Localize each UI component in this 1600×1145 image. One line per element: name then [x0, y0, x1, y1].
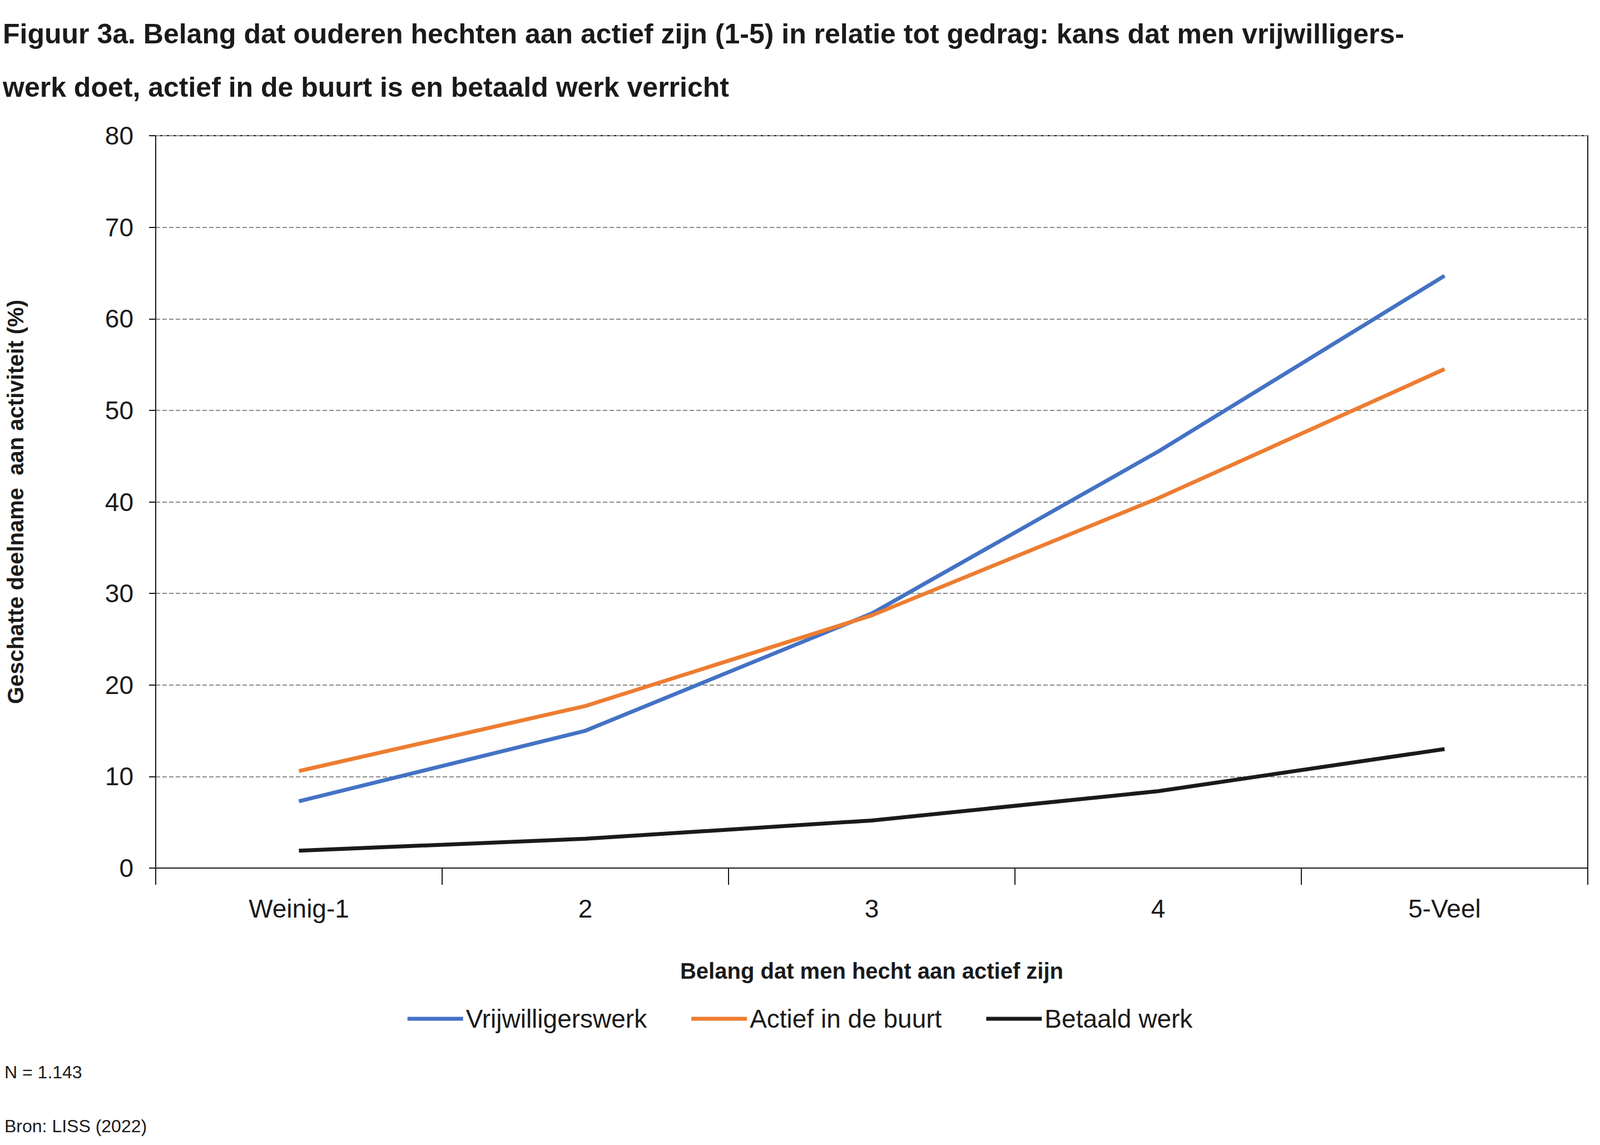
- svg-text:5-Veel: 5-Veel: [1408, 894, 1481, 924]
- svg-text:40: 40: [105, 487, 134, 517]
- svg-text:2: 2: [578, 894, 593, 924]
- svg-text:Geschatte deelname aan activi: Geschatte deelname aan activiteit (%): [3, 299, 28, 705]
- svg-text:20: 20: [105, 670, 134, 700]
- svg-text:50: 50: [105, 395, 134, 425]
- svg-text:Belang dat ouderen hechten aan: Belang dat ouderen hechten aan actief zi…: [135, 18, 1405, 50]
- svg-text:Weinig-1: Weinig-1: [248, 894, 350, 924]
- svg-text:30: 30: [105, 578, 134, 608]
- svg-text:Betaald werk: Betaald werk: [1044, 1004, 1193, 1034]
- svg-text:4: 4: [1151, 894, 1166, 924]
- svg-text:Actief in de buurt: Actief in de buurt: [749, 1004, 942, 1034]
- svg-text:0: 0: [119, 853, 134, 883]
- svg-text:Belang dat men hecht aan actie: Belang dat men hecht aan actief zijn: [680, 958, 1064, 984]
- svg-text:3: 3: [864, 894, 880, 924]
- svg-text:Bron: LISS (2022): Bron: LISS (2022): [4, 1116, 147, 1137]
- svg-text:werk doet, actief in de buurt: werk doet, actief in de buurt is en beta…: [2, 71, 730, 103]
- svg-text:60: 60: [105, 304, 134, 334]
- svg-text:70: 70: [105, 212, 134, 242]
- svg-text:10: 10: [105, 761, 134, 791]
- svg-text:Vrijwilligerswerk: Vrijwilligerswerk: [466, 1004, 648, 1034]
- svg-text:N = 1.143: N = 1.143: [4, 1062, 83, 1083]
- svg-text:Figuur 3a.: Figuur 3a.: [2, 18, 136, 50]
- svg-text:80: 80: [105, 121, 134, 151]
